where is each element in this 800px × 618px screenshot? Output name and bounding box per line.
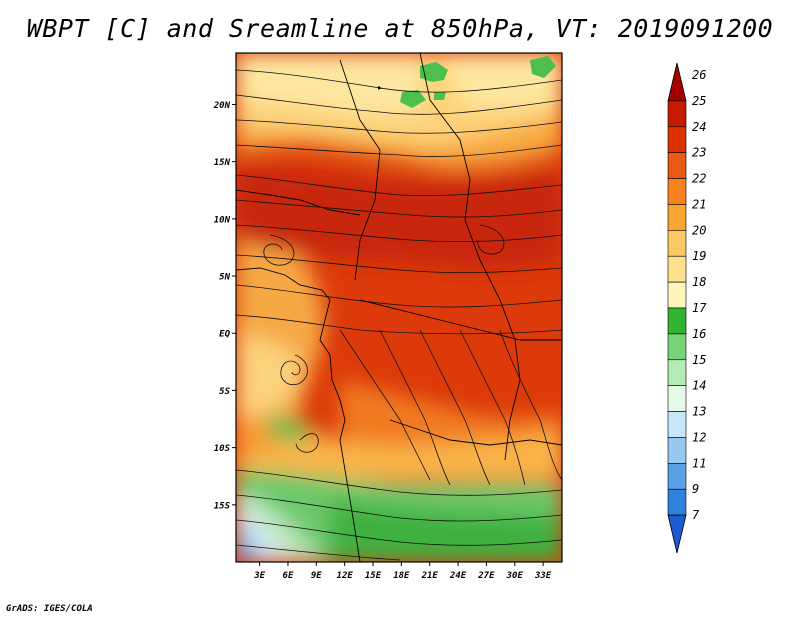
lon-label: 9E xyxy=(311,571,322,581)
latitude-axis: 20N 15N 10N 5N EQ 5S 10S 15S xyxy=(213,101,236,511)
lon-label: 3E xyxy=(253,571,265,581)
lon-label: 30E xyxy=(506,571,524,581)
colorbar-label: 9 xyxy=(692,482,699,496)
colorbar-label: 15 xyxy=(692,353,706,367)
colorbar-label: 21 xyxy=(692,197,706,211)
colorbar-swatch xyxy=(667,126,687,153)
lat-label: 15N xyxy=(214,158,231,168)
colorbar-label: 22 xyxy=(692,172,706,186)
colorbar-label: 13 xyxy=(692,405,706,419)
lon-label: 24E xyxy=(449,571,467,581)
colorbar-swatch xyxy=(667,178,687,205)
longitude-axis: 3E 6E 9E 12E 15E 18E 21E 24E 27E 30E 33E xyxy=(253,562,552,581)
colorbar-label: 24 xyxy=(692,120,706,134)
lon-label: 18E xyxy=(393,571,410,581)
lon-label: 33E xyxy=(534,571,552,581)
lat-label: 10N xyxy=(214,215,231,225)
lat-label: 5S xyxy=(219,387,230,397)
colorbar-swatch xyxy=(667,152,687,179)
lat-label: EQ xyxy=(219,330,230,340)
colorbar-label: 7 xyxy=(692,508,700,522)
colorbar-label: 11 xyxy=(692,456,706,470)
colorbar-swatch xyxy=(667,204,687,231)
lon-label: 6E xyxy=(283,571,294,581)
lon-label: 21E xyxy=(421,571,439,581)
lat-label: 20N xyxy=(213,101,231,111)
colorbar-swatch xyxy=(667,333,687,361)
streamlines xyxy=(236,69,562,561)
colorbar-label: 12 xyxy=(692,430,706,444)
grads-credit: GrADS: IGES/COLA xyxy=(6,604,93,614)
colorbar-swatch xyxy=(667,359,687,386)
colorbar-label: 26 xyxy=(692,68,706,82)
colorbar-swatch xyxy=(667,62,687,102)
colorbar-swatch xyxy=(667,385,687,412)
colorbar-swatch xyxy=(667,255,687,283)
colorbar-swatch xyxy=(667,100,687,128)
country-borders xyxy=(236,53,562,562)
lat-label: 10S xyxy=(214,444,231,454)
colorbar-label: 18 xyxy=(692,275,706,289)
colorbar-swatch xyxy=(667,281,687,309)
lat-label: 5N xyxy=(219,273,230,283)
colorbar-label: 16 xyxy=(692,327,706,341)
lon-label: 12E xyxy=(337,571,354,581)
colorbar-swatch xyxy=(667,437,687,464)
colorbar-legend: 26 25 24 23 22 21 20 19 18 17 16 15 14 13 12 11 9 7 xyxy=(667,62,707,554)
colorbar-swatch xyxy=(667,463,687,490)
colorbar-label: 20 xyxy=(692,223,706,237)
colorbar-swatch xyxy=(667,514,687,554)
colorbar-swatch xyxy=(667,307,687,335)
colorbar-label: 19 xyxy=(692,249,706,263)
colorbar-swatch xyxy=(667,488,687,516)
colorbar-label: 14 xyxy=(692,379,706,393)
chart-title: WBPT [C] and Sreamline at 850hPa, VT: 20… xyxy=(26,14,774,43)
colorbar-label: 25 xyxy=(692,94,706,108)
lon-label: 15E xyxy=(365,571,382,581)
wbpt-shading xyxy=(236,53,562,562)
colorbar-label: 17 xyxy=(692,301,707,315)
lat-label: 15S xyxy=(214,501,231,511)
lon-label: 27E xyxy=(477,571,495,581)
colorbar-label: 23 xyxy=(692,146,706,160)
colorbar-swatch xyxy=(667,411,687,438)
map-frame xyxy=(235,52,563,563)
colorbar-swatch xyxy=(667,230,687,257)
